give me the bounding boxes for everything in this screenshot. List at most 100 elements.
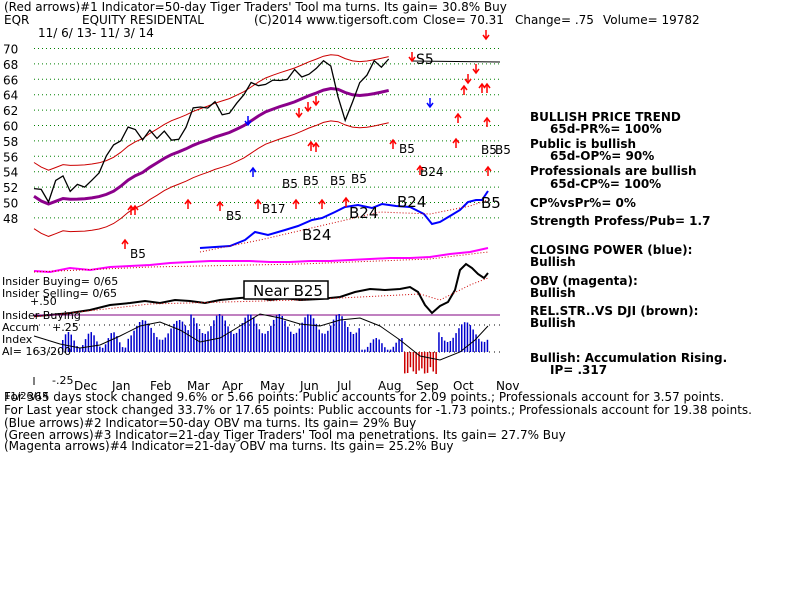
accum-bar [153, 332, 155, 352]
red-down-arrow-head [408, 56, 416, 63]
accum-bar [455, 333, 457, 352]
accum-bar [392, 346, 395, 352]
right-panel-line: Bullish: Accumulation Rising. [530, 351, 727, 365]
accum-bar [412, 352, 415, 372]
accum-bar [347, 327, 349, 352]
red-up-arrow [292, 198, 300, 209]
red-up-arrow [184, 198, 192, 209]
accum-bar [421, 352, 423, 369]
footer-line: (Green arrows)#3 Indicator=21-day Tiger … [4, 428, 566, 442]
accum-bar [207, 331, 209, 352]
near-b25-box [243, 280, 329, 300]
ai-label: AI= 163/200 [2, 345, 71, 358]
red-down-arrow-head [295, 112, 303, 119]
accum-bar [292, 334, 295, 352]
accum-bar [62, 340, 64, 352]
accum-bar [352, 334, 355, 352]
accum-bar [301, 322, 303, 352]
red-up-arrow [254, 198, 262, 209]
plus50-label: +.50 [30, 295, 57, 308]
accum-bar [318, 329, 320, 352]
accum-bar [278, 314, 281, 352]
blue-down-arrow-head [244, 120, 252, 127]
accum-bar [312, 318, 315, 352]
accum-bar [469, 325, 472, 352]
upper-band [33, 54, 389, 171]
accum-label: Accum [2, 321, 39, 334]
accum-bar [70, 334, 72, 352]
signal-label-b24: B24 [349, 204, 378, 222]
ticker-label: EQR [4, 13, 29, 27]
blue-up-arrow [249, 166, 257, 177]
red-up-arrow [307, 140, 315, 151]
accum-bar [486, 339, 489, 352]
accum-bar [215, 315, 218, 352]
accum-bar [258, 329, 261, 352]
y-tick-66: 66 [3, 73, 18, 87]
right-panel-line: Bullish [530, 316, 576, 330]
x-tick-jun: Jun [299, 379, 319, 393]
accum-bar [441, 337, 443, 352]
accum-bar [144, 320, 147, 352]
right-panel-line: REL.STR..VS DJI (brown): [530, 304, 698, 318]
accum-bar [241, 323, 244, 352]
accum-bar [221, 315, 224, 352]
right-panel-line: Public is bullish [530, 137, 636, 151]
accum-bar [364, 349, 366, 352]
red-up-arrow-head [216, 200, 224, 207]
accum-bar [156, 337, 158, 352]
accum-bar [230, 331, 232, 352]
right-panel-line: Strength Profess/Pub= 1.7 [530, 214, 710, 228]
footer-prefix: 11/26/14 [4, 391, 49, 402]
accum-bar [409, 352, 412, 368]
accum-bar [119, 342, 121, 352]
accum-bar [238, 328, 241, 352]
footer-line: (Blue arrows)#2 Indicator=50-day OBV ma … [4, 416, 416, 430]
red-up-arrow-head [483, 116, 491, 123]
accum-bar [307, 314, 309, 352]
x-tick-labels: Dec Jan Feb Mar Apr May Jun Jul Aug Sep Oct Nov [74, 379, 519, 393]
minus25-label: -.25 [52, 374, 73, 387]
accum-bar [133, 330, 135, 352]
close-value: Close= 70.31 [423, 13, 504, 27]
accum-bar [341, 316, 343, 352]
accum-bar [255, 323, 258, 352]
accum-bar [304, 317, 306, 352]
accum-bar [213, 320, 215, 352]
accum-bar [321, 333, 323, 352]
accum-bar [201, 333, 204, 352]
red-up-arrow-head [484, 165, 492, 172]
red-down-arrow [464, 74, 472, 85]
accum-bar [84, 339, 87, 352]
red-up-arrow-head [389, 138, 397, 145]
accum-bar [378, 339, 380, 352]
right-panel-line: CLOSING POWER (blue): [530, 243, 692, 257]
accum-bar [358, 328, 360, 352]
accum-bar [355, 332, 358, 352]
accum-bar [176, 320, 178, 352]
accum-bar [290, 331, 292, 352]
accum-bar [261, 333, 263, 352]
red-up-arrow-head [460, 84, 468, 91]
change-value: Change= .75 [515, 13, 594, 27]
accum-bar [418, 352, 420, 371]
accum-bar [432, 352, 434, 372]
accum-bar [446, 342, 449, 352]
red-up-arrow [318, 198, 326, 209]
accum-bar [426, 352, 429, 373]
accum-bar [104, 344, 107, 352]
accum-bar [443, 340, 446, 352]
red-up-arrow-head [483, 82, 491, 89]
accum-bar [150, 327, 152, 352]
accum-bar [386, 349, 389, 352]
signal-label-b17: B17 [262, 202, 286, 216]
y-tick-70: 70 [3, 43, 18, 57]
near-b25-label: Near B25 [253, 282, 323, 300]
red-up-arrow [312, 141, 320, 152]
x-tick-apr: Apr [222, 379, 243, 393]
plus25-label: +.25 [52, 321, 79, 334]
x-tick-mar: Mar [187, 379, 210, 393]
red-down-arrow-head [304, 106, 312, 113]
